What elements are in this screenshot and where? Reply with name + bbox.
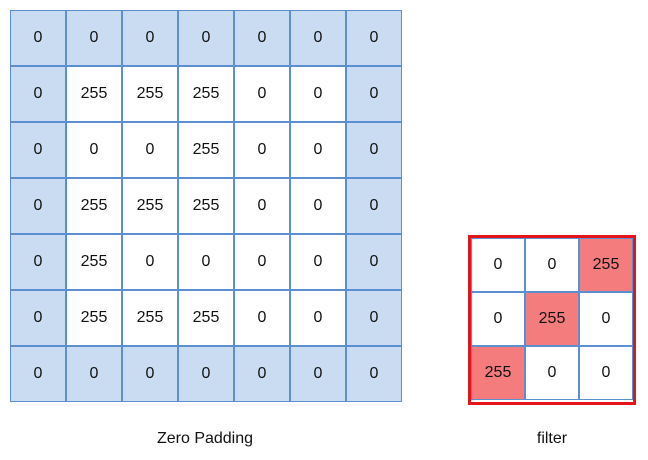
matrix-cell: 0 [290,234,346,290]
padding-cell: 0 [178,346,234,402]
padding-cell: 0 [10,234,66,290]
matrix-cell: 0 [290,178,346,234]
filter-cell-highlighted: 255 [579,238,633,292]
padding-cell: 0 [346,290,402,346]
matrix-cell: 255 [122,178,178,234]
padding-cell: 0 [10,178,66,234]
padding-cell: 0 [122,10,178,66]
matrix-cell: 0 [290,122,346,178]
matrix-cell: 255 [66,290,122,346]
matrix-cell: 255 [178,290,234,346]
filter-cell-highlighted: 255 [525,292,579,346]
matrix-cell: 0 [122,234,178,290]
padding-cell: 0 [10,346,66,402]
padding-cell: 0 [346,122,402,178]
filter-cell-highlighted: 255 [471,346,525,400]
matrix-cell: 255 [66,234,122,290]
zero-padding-caption: Zero Padding [156,430,254,447]
matrix-cell: 255 [122,290,178,346]
matrix-cell: 255 [178,66,234,122]
filter-cell: 0 [471,238,525,292]
matrix-cell: 255 [178,122,234,178]
padding-cell: 0 [10,10,66,66]
padding-cell: 0 [234,10,290,66]
matrix-cell: 0 [234,122,290,178]
filter-grid: 0 0 255 0 255 0 255 0 0 [468,235,636,405]
matrix-cell: 0 [234,66,290,122]
padding-cell: 0 [10,290,66,346]
padding-cell: 0 [10,122,66,178]
matrix-cell: 255 [66,178,122,234]
padding-cell: 0 [346,178,402,234]
matrix-cell: 0 [234,178,290,234]
matrix-cell: 255 [122,66,178,122]
zero-padding-grid: 0 0 0 0 0 0 0 0 255 255 255 0 0 0 0 0 0 255 0 0 0 0 255 255 255 0… [10,10,402,402]
matrix-cell: 0 [234,290,290,346]
matrix-cell: 0 [290,66,346,122]
padding-cell: 0 [346,10,402,66]
padding-cell: 0 [346,66,402,122]
padding-cell: 0 [122,346,178,402]
padding-cell: 0 [178,10,234,66]
matrix-cell: 0 [178,234,234,290]
filter-cell: 0 [525,346,579,400]
matrix-cell: 255 [178,178,234,234]
padding-cell: 0 [346,346,402,402]
filter-cell: 0 [525,238,579,292]
matrix-cell: 0 [122,122,178,178]
padding-cell: 0 [290,346,346,402]
padding-cell: 0 [234,346,290,402]
padding-cell: 0 [66,10,122,66]
matrix-cell: 0 [290,290,346,346]
filter-cell: 0 [579,292,633,346]
filter-cell: 0 [579,346,633,400]
padding-cell: 0 [346,234,402,290]
matrix-cell: 0 [66,122,122,178]
filter-cell: 0 [471,292,525,346]
matrix-cell: 255 [66,66,122,122]
padding-cell: 0 [10,66,66,122]
padding-cell: 0 [290,10,346,66]
padding-cell: 0 [66,346,122,402]
matrix-cell: 0 [234,234,290,290]
filter-caption: filter [536,430,568,447]
